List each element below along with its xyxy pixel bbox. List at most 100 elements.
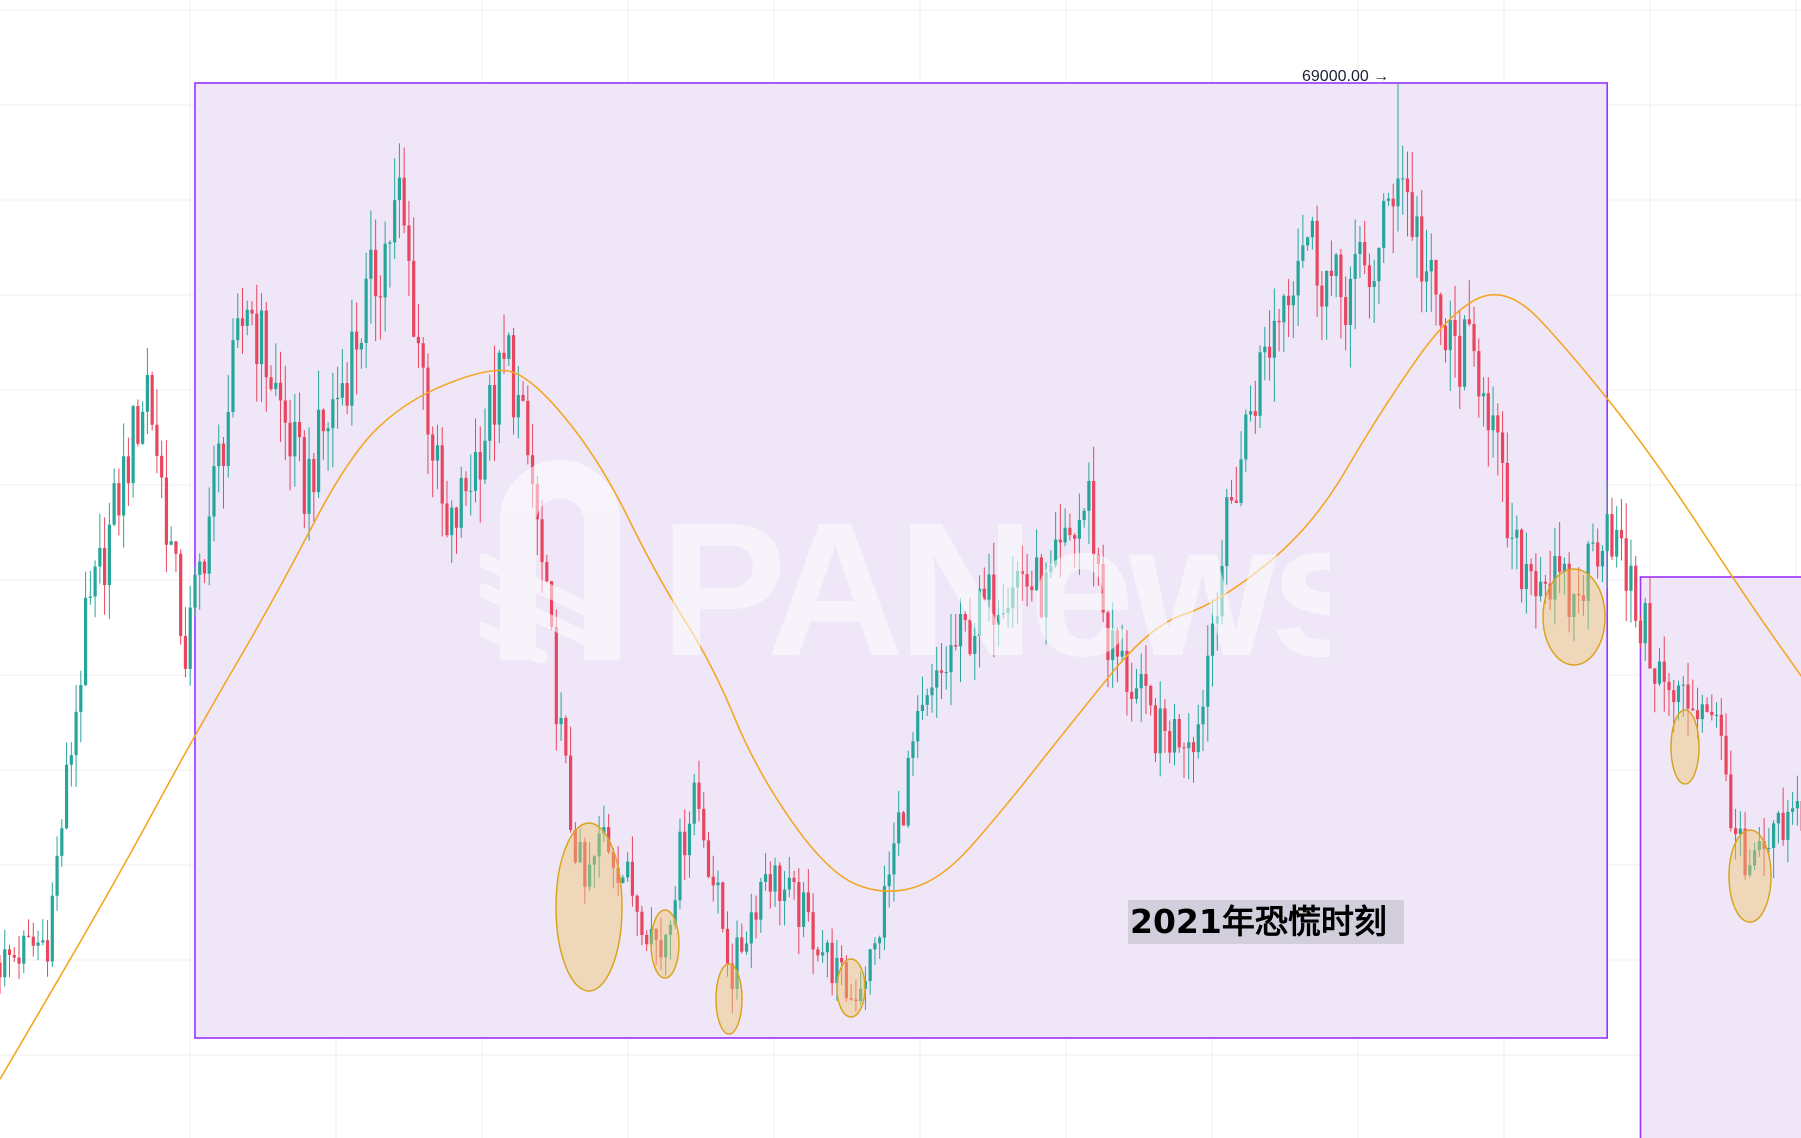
candle xyxy=(1239,431,1243,507)
candle-body xyxy=(426,367,430,435)
candle xyxy=(1548,550,1552,610)
candle xyxy=(816,946,820,962)
candle xyxy=(0,955,2,995)
candle-body xyxy=(1092,480,1096,555)
candle-body xyxy=(1481,393,1486,397)
candle xyxy=(1443,318,1448,363)
candle xyxy=(1220,540,1224,625)
candle-body xyxy=(1786,811,1790,840)
candle-body xyxy=(17,957,21,964)
candle-body xyxy=(155,424,159,456)
candle-body xyxy=(421,343,425,368)
candle xyxy=(1077,493,1081,575)
candle xyxy=(626,852,630,882)
candle-body xyxy=(1210,623,1215,656)
candle xyxy=(1791,792,1795,825)
candle xyxy=(692,774,696,836)
candle xyxy=(526,385,530,465)
candle xyxy=(164,440,169,573)
candle xyxy=(1334,252,1338,298)
candle xyxy=(906,750,910,828)
candle-body xyxy=(982,588,986,600)
candle-body xyxy=(1743,828,1747,876)
candle-body xyxy=(1239,459,1243,503)
candle xyxy=(488,374,492,461)
candle xyxy=(41,919,45,946)
candle xyxy=(350,299,354,426)
candle-body xyxy=(1510,537,1514,539)
candle-body xyxy=(383,243,387,298)
candle-body xyxy=(1120,650,1124,657)
candle-body xyxy=(1591,542,1595,544)
moving-average-line xyxy=(0,293,1801,1080)
candle-body xyxy=(1729,774,1733,829)
candle xyxy=(1144,645,1148,714)
candle xyxy=(849,983,853,1001)
candle xyxy=(1714,702,1719,728)
candle xyxy=(1120,624,1124,662)
candle-body xyxy=(1648,603,1652,669)
candle-body xyxy=(611,852,615,868)
candle xyxy=(1344,276,1348,351)
candle-body xyxy=(1201,706,1205,725)
candle xyxy=(326,422,330,471)
candle xyxy=(217,424,221,493)
candle-body xyxy=(374,249,378,297)
candle-body xyxy=(221,443,226,466)
candle-body xyxy=(1229,497,1234,501)
candle-body xyxy=(977,588,982,637)
candle-body xyxy=(64,764,69,829)
candle xyxy=(868,948,872,995)
candle xyxy=(507,332,511,367)
candle xyxy=(949,614,953,706)
candle xyxy=(74,685,78,787)
candle xyxy=(678,818,682,909)
candle-body xyxy=(22,935,26,964)
candle xyxy=(1177,714,1181,753)
candle xyxy=(1229,479,1234,504)
panic-highlights xyxy=(555,568,1772,1035)
candle xyxy=(226,375,230,478)
candle-body xyxy=(412,260,416,337)
candle-body xyxy=(7,949,12,955)
candle xyxy=(1006,587,1010,628)
candle-body xyxy=(1420,216,1424,282)
candle-body xyxy=(1529,564,1533,572)
candle xyxy=(1030,570,1034,602)
candle-body xyxy=(1244,414,1248,460)
candle-body xyxy=(939,670,944,673)
candle-body xyxy=(12,954,16,958)
candle xyxy=(1153,698,1158,763)
candle xyxy=(1158,681,1162,777)
candle-body xyxy=(1191,742,1196,753)
candle xyxy=(364,252,368,369)
candle xyxy=(307,427,311,541)
candle-body xyxy=(1600,550,1605,567)
candle xyxy=(916,695,920,759)
candle-body xyxy=(435,445,440,461)
candle xyxy=(93,560,97,618)
candle xyxy=(141,401,145,445)
highlight-box-2022 xyxy=(1639,576,1801,1138)
candle xyxy=(1277,309,1281,352)
candle-body xyxy=(1348,278,1353,326)
candle xyxy=(1686,662,1690,736)
candle xyxy=(859,971,863,1005)
candle xyxy=(744,931,749,955)
candle-body xyxy=(949,645,953,673)
candle xyxy=(659,917,663,970)
candle xyxy=(1472,306,1476,367)
candle-body xyxy=(150,375,154,425)
candle xyxy=(469,454,473,516)
candle xyxy=(1691,679,1695,711)
candle xyxy=(1101,544,1105,623)
candle xyxy=(1724,713,1728,782)
candle-body xyxy=(1662,661,1666,682)
candle-body xyxy=(1282,295,1286,323)
candle-body xyxy=(1144,673,1148,686)
candle xyxy=(1253,380,1257,434)
candle-body xyxy=(193,574,197,608)
candle-body xyxy=(683,831,687,856)
candle-body xyxy=(1153,705,1158,754)
candle-body xyxy=(1310,220,1314,238)
